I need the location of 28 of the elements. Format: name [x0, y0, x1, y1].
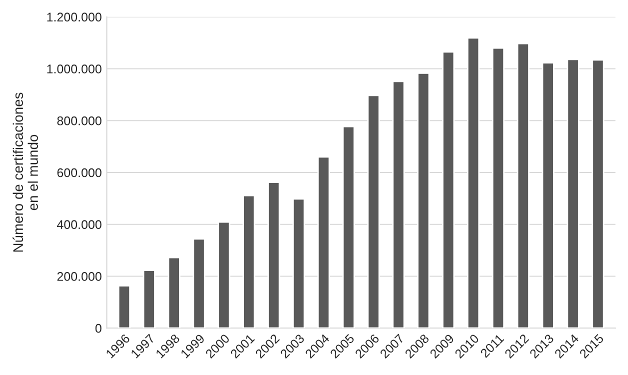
bar — [516, 42, 530, 328]
bar — [192, 238, 206, 328]
bar — [242, 194, 256, 328]
bar — [292, 198, 306, 328]
bar — [268, 182, 280, 328]
bar — [592, 59, 604, 328]
bar — [367, 94, 380, 328]
y-tick-label: 1.000.000 — [47, 64, 102, 74]
bar — [317, 156, 330, 328]
bar — [442, 51, 455, 328]
bar — [417, 72, 430, 328]
y-tick-label: 200.000 — [57, 272, 102, 281]
y-tick-label: 0 — [95, 324, 102, 333]
bar — [492, 47, 505, 328]
y-axis-title: Número de certificaciones en el mundo — [12, 92, 38, 252]
y-tick-label: 800.000 — [57, 116, 102, 126]
bar — [118, 285, 131, 328]
bar — [467, 37, 480, 328]
bar — [168, 256, 180, 328]
y-tick-label: 400.000 — [57, 220, 102, 230]
bar — [566, 58, 580, 328]
bar — [542, 62, 554, 328]
bar — [342, 126, 355, 328]
y-tick-label: 1.200.000 — [47, 12, 102, 22]
y-tick-label: 600.000 — [57, 168, 102, 178]
bar — [218, 221, 230, 328]
bar — [392, 80, 405, 328]
bar — [142, 270, 156, 328]
